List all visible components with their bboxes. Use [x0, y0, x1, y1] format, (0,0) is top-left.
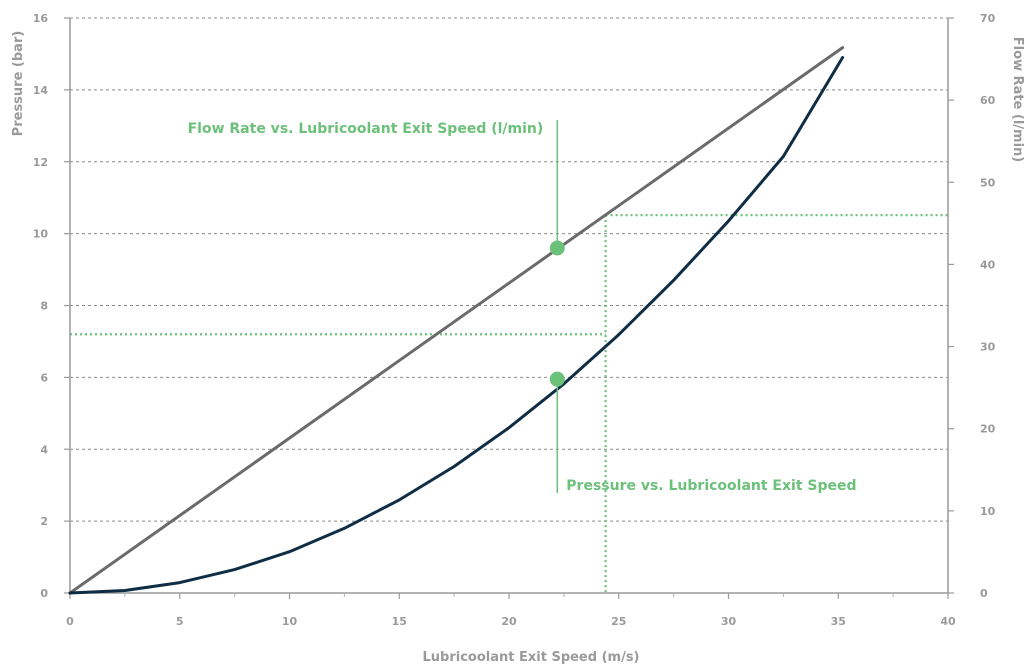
y-right-tick-label: 60	[980, 94, 996, 107]
y-right-tick-label: 20	[980, 423, 996, 436]
y-right-tick-label: 50	[980, 176, 996, 189]
y-right-tick-label: 40	[980, 258, 996, 271]
y-left-tick-label: 12	[33, 156, 48, 169]
y-left-tick-label: 4	[40, 443, 48, 456]
y-axis-left-title: Pressure (bar)	[11, 31, 26, 137]
pressure-marker	[549, 371, 565, 387]
x-tick-label: 40	[940, 615, 956, 628]
y-right-tick-label: 30	[980, 341, 996, 354]
y-left-tick-label: 16	[33, 12, 49, 25]
series-lines	[68, 46, 845, 595]
y-axis-right-title: Flow Rate (l/min)	[1010, 37, 1025, 163]
y-left-tick-label: 14	[33, 84, 49, 97]
x-tick-label: 10	[282, 615, 298, 628]
pressure-line	[68, 56, 845, 595]
flow-rate-marker	[549, 240, 565, 256]
y-right-tick-label: 70	[980, 12, 996, 25]
flow-rate-line	[68, 46, 845, 595]
y-left-tick-label: 0	[40, 587, 48, 600]
y-right-tick-label: 10	[980, 505, 996, 518]
x-tick-label: 15	[392, 615, 407, 628]
reference-lines	[70, 214, 948, 593]
tick-labels: 0 5 10 15 20 25 30 35 40 0 2 4 6 8 10 12 14 16 0 10 20 30 40 50…	[33, 12, 996, 628]
annotations: Flow Rate vs. Lubricoolant Exit Speed (l…	[188, 120, 857, 494]
y-left-tick-label: 6	[40, 371, 48, 384]
x-tick-label: 0	[66, 615, 74, 628]
x-tick-label: 20	[501, 615, 517, 628]
gridlines	[70, 17, 948, 522]
y-left-tick-label: 8	[40, 300, 48, 313]
x-tick-label: 5	[176, 615, 184, 628]
y-right-tick-label: 0	[980, 587, 988, 600]
flow-rate-annotation-label: Flow Rate vs. Lubricoolant Exit Speed (l…	[188, 121, 544, 137]
x-tick-label: 25	[611, 615, 626, 628]
y-left-tick-label: 10	[33, 228, 49, 241]
pressure-annotation-label: Pressure vs. Lubricoolant Exit Speed	[566, 478, 856, 494]
x-tick-label: 35	[831, 615, 846, 628]
x-axis-title: Lubricoolant Exit Speed (m/s)	[422, 650, 639, 665]
y-left-tick-label: 2	[40, 515, 48, 528]
x-tick-label: 30	[721, 615, 737, 628]
axes	[64, 17, 954, 599]
